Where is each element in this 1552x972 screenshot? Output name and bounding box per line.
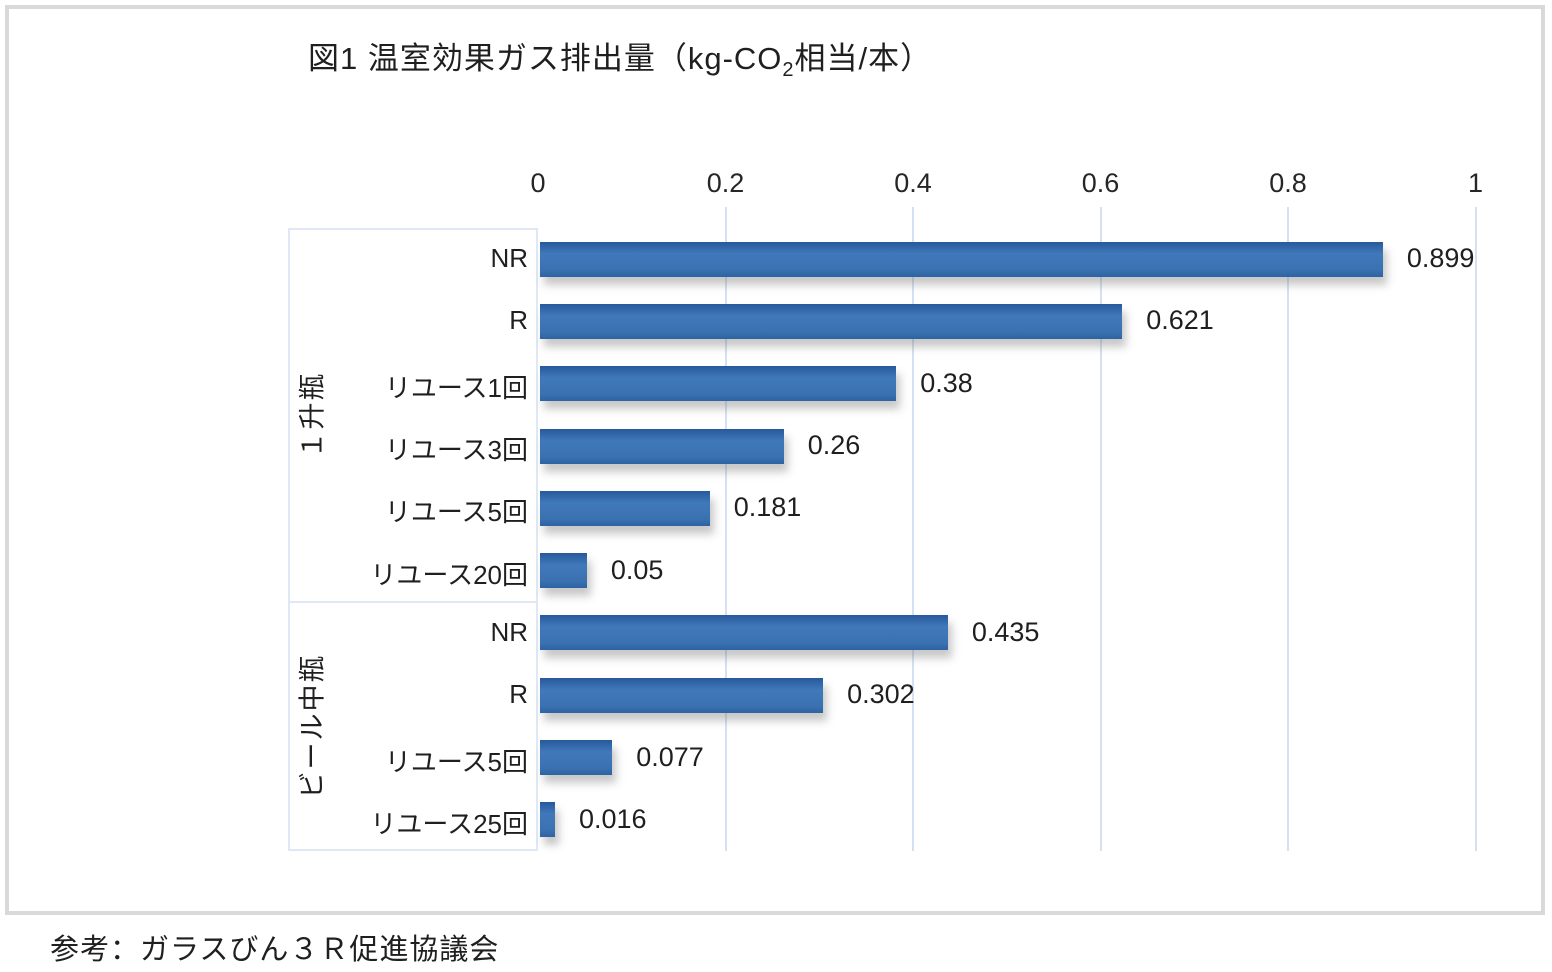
category-label: リユース5回 <box>384 746 528 777</box>
bar <box>540 615 948 651</box>
category-label: リユース3回 <box>384 435 528 466</box>
bar <box>540 802 555 838</box>
chart-title-subscript: 2 <box>782 59 795 81</box>
chart-title-suffix: 相当/本） <box>794 41 933 76</box>
category-label: NR <box>490 243 528 274</box>
x-axis-tick-label: 1 <box>1467 168 1484 198</box>
x-axis-tick-label: 0.2 <box>706 168 745 198</box>
value-label: 0.621 <box>1146 305 1214 336</box>
gridline <box>1287 207 1289 851</box>
gridline <box>724 207 727 851</box>
value-label: 0.38 <box>920 367 973 398</box>
bar <box>540 428 784 464</box>
gridline <box>1474 207 1477 851</box>
value-label: 0.435 <box>971 616 1040 647</box>
category-label: リユース25回 <box>370 808 528 839</box>
bar <box>540 553 587 589</box>
x-axis-tick-label: 0.8 <box>1269 168 1307 198</box>
bar <box>540 740 612 776</box>
chart-title: 図1 温室効果ガス排出量（kg-CO2相当/本） <box>308 33 932 82</box>
value-label: 0.05 <box>610 554 664 585</box>
source-note: 参考：ガラスびん３Ｒ促進協議会 <box>50 934 500 966</box>
bar <box>540 490 710 526</box>
value-label: 0.26 <box>807 430 861 461</box>
bar <box>540 303 1122 339</box>
category-label: R <box>509 305 528 336</box>
value-label: 0.899 <box>1406 243 1475 274</box>
gridline <box>912 207 914 851</box>
value-label: 0.302 <box>847 679 915 710</box>
category-axis-box <box>288 228 538 851</box>
x-axis-tick-label: 0.6 <box>1081 168 1120 198</box>
value-label: 0.077 <box>636 741 704 772</box>
value-label: 0.181 <box>733 492 802 523</box>
category-label: R <box>509 679 528 710</box>
x-axis-tick-label: 0.4 <box>894 168 932 198</box>
group-divider <box>288 600 538 603</box>
category-label: リユース20回 <box>370 559 528 590</box>
category-label: リユース1回 <box>384 372 528 403</box>
value-label: 0.016 <box>579 803 647 834</box>
axis-group-label: １升瓶 <box>297 371 328 459</box>
axis-group-label: ビール中瓶 <box>297 653 328 799</box>
gridline <box>1099 207 1102 851</box>
category-label: NR <box>490 616 528 647</box>
chart-title-text: 図1 温室効果ガス排出量（kg-CO <box>308 41 783 76</box>
bar <box>540 677 823 713</box>
x-axis-tick-label: 0 <box>530 168 546 198</box>
category-label: リユース5回 <box>384 497 528 528</box>
bar <box>540 241 1383 277</box>
bar <box>540 366 896 402</box>
